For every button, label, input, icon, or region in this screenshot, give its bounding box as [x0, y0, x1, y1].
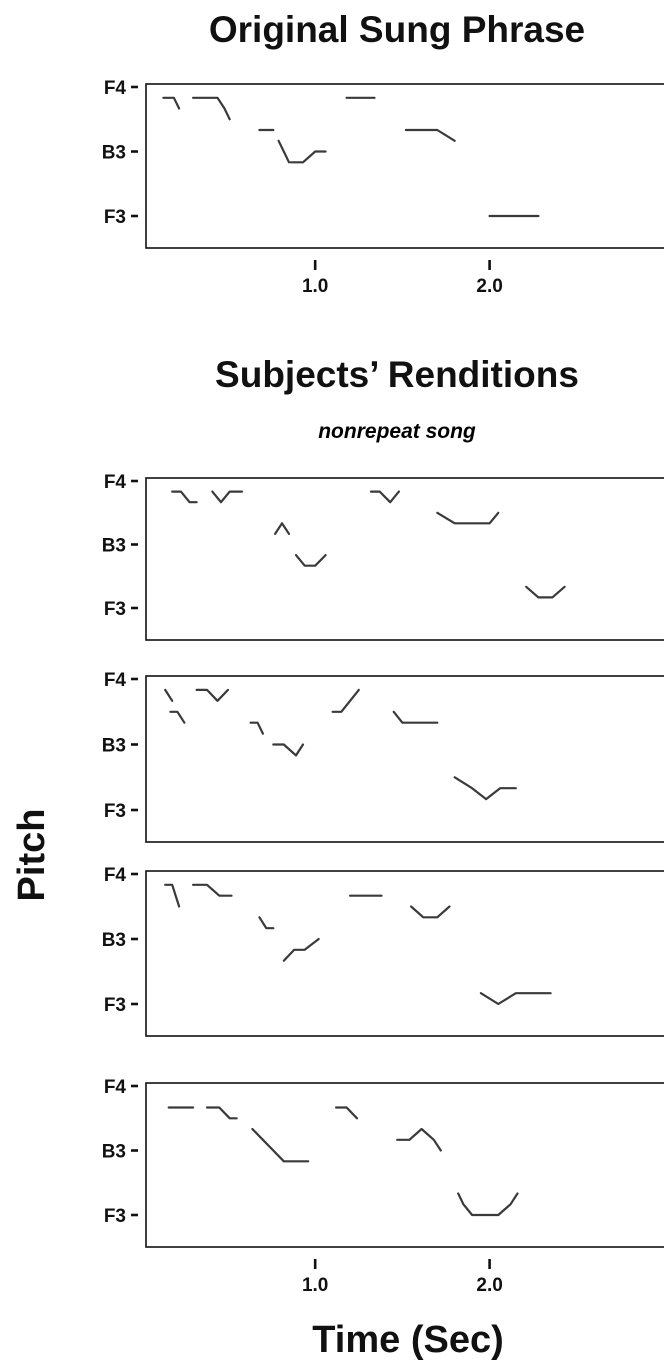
pitch-contour-segment [192, 883, 233, 897]
pitch-contour-segment [457, 1192, 519, 1217]
pitch-contour-segment [331, 688, 360, 713]
pitch-contour-segment [453, 776, 517, 801]
pitch-contour-segment [272, 743, 305, 757]
y-tick-label: B3 [102, 736, 126, 757]
panel-frame [145, 870, 664, 1037]
y-tick-label: F4 [104, 1077, 127, 1098]
original-phrase-title: Original Sung Phrase [209, 9, 585, 50]
pitch-contour-segment [479, 992, 552, 1006]
panels-group: F4 B3 F3 1.0 2.0 F4 B3 F3 F4 B3 F3 F4 B3 F3 F4 B3 F3 1.0 2… [102, 78, 664, 1296]
x-tick-label: 2.0 [476, 276, 502, 297]
y-tick-label: B3 [102, 1142, 126, 1163]
x-axis-label: Time (Sec) [312, 1319, 503, 1361]
pitch-contour-segment [294, 553, 327, 567]
pitch-contour-segment [192, 96, 231, 121]
pitch-contour-segment [282, 937, 320, 962]
chart-panel-2: F4 B3 F3 [102, 472, 664, 641]
chart-panel-4: F4 B3 F3 [102, 865, 664, 1037]
pitch-contour-segment [289, 150, 327, 164]
pitch-contour-segment [164, 688, 174, 702]
pitch-contour-segment [205, 1106, 238, 1120]
chart-panel-3: F4 B3 F3 [102, 670, 664, 843]
chart-panel-5: F4 B3 F3 1.0 2.0 [102, 1077, 664, 1296]
pitch-contour-segment [369, 490, 400, 504]
y-axis-label: Pitch [11, 809, 53, 902]
x-tick-label: 1.0 [302, 1275, 328, 1296]
pitch-contour-segment [436, 511, 500, 525]
y-tick-label: F4 [104, 78, 127, 99]
subjects-renditions-title: Subjects’ Renditions [215, 354, 579, 395]
pitch-contour-segment [164, 883, 181, 908]
y-tick-label: F3 [104, 995, 126, 1016]
pitch-contour-segment [525, 585, 566, 599]
pitch-contour-segment [169, 710, 186, 724]
y-tick-label: F3 [104, 1206, 126, 1227]
y-tick-label: B3 [102, 930, 126, 951]
y-tick-label: F4 [104, 670, 127, 691]
pitch-contour-segment [404, 128, 456, 142]
y-tick-label: B3 [102, 536, 126, 557]
panel-frame [145, 477, 664, 641]
pitch-contour-segment [171, 490, 198, 504]
y-tick-label: F3 [104, 207, 126, 228]
pitch-contour-segment [335, 1106, 359, 1120]
y-tick-label: B3 [102, 143, 126, 164]
pitch-contour-segment [211, 490, 243, 504]
y-tick-label: F4 [104, 472, 127, 493]
y-tick-label: F3 [104, 801, 126, 822]
panel-frame [145, 1082, 664, 1248]
y-tick-label: F3 [104, 599, 126, 620]
pitch-contour-segment [195, 688, 230, 702]
pitch-contour-segment [251, 1127, 310, 1163]
pitch-contour-segment [249, 721, 264, 735]
pitch-contour-segment [396, 1127, 442, 1152]
y-tick-label: F4 [104, 865, 127, 886]
pitch-contour-segment [274, 522, 291, 536]
panel-frame [145, 83, 664, 249]
panel-frame [145, 675, 664, 843]
pitch-contour-segment [410, 905, 451, 919]
pitch-contour-segment [162, 96, 181, 110]
nonrepeat-song-subtitle: nonrepeat song [318, 420, 476, 443]
pitch-contour-segment [392, 710, 439, 724]
x-tick-label: 2.0 [476, 1275, 502, 1296]
pitch-contour-segment [258, 916, 275, 930]
x-tick-label: 1.0 [302, 276, 328, 297]
pitch-contour-segment [277, 139, 291, 164]
chart-panel-1: F4 B3 F3 1.0 2.0 [102, 78, 664, 297]
